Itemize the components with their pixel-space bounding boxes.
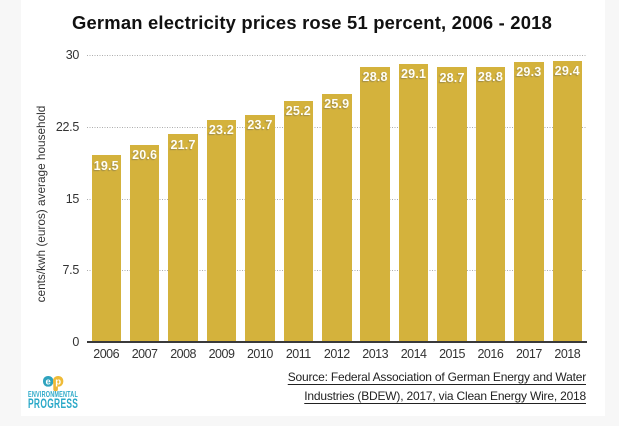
svg-text:p: p [55, 376, 61, 387]
svg-text:e: e [45, 376, 50, 387]
